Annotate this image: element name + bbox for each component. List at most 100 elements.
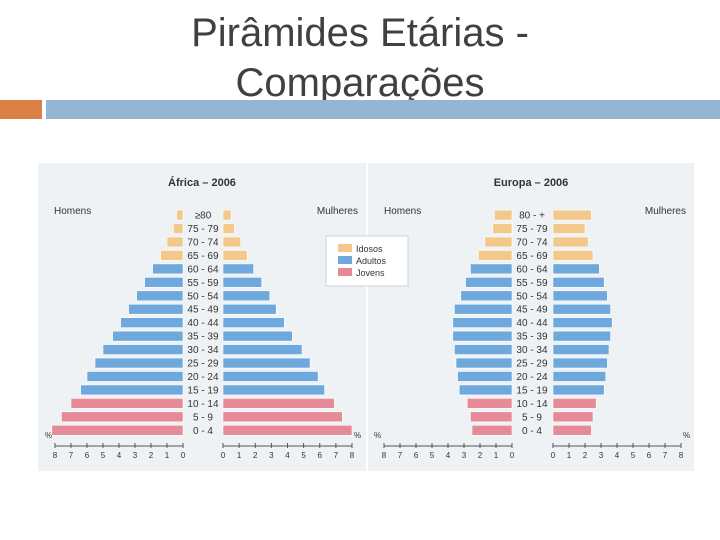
age-label: 45 - 49 <box>187 305 219 316</box>
bar-men <box>112 330 184 342</box>
age-label: 20 - 24 <box>516 372 548 383</box>
age-label: 20 - 24 <box>187 372 219 383</box>
tick-label-right: 7 <box>334 451 339 460</box>
tick-label-left: 2 <box>478 451 483 460</box>
tick-label-left: 7 <box>398 451 403 460</box>
tick-label-right: 4 <box>285 451 290 460</box>
bar-women <box>222 411 343 423</box>
age-label: 40 - 44 <box>187 318 219 329</box>
age-label: 10 - 14 <box>187 399 219 410</box>
tick-label-left: 7 <box>69 451 74 460</box>
bar-women <box>222 303 277 315</box>
right-sex-label: Mulheres <box>317 206 358 217</box>
legend-swatch <box>338 268 352 276</box>
legend-label: Adultos <box>356 256 387 266</box>
bar-men <box>454 344 513 355</box>
tick-label-right: 2 <box>583 451 588 460</box>
title-line-2: Comparações <box>235 61 485 105</box>
tick-label-left: 0 <box>181 451 186 460</box>
age-label: 15 - 19 <box>516 385 548 396</box>
bar-men <box>176 209 184 221</box>
bar-women <box>222 250 248 261</box>
bar-women <box>222 290 271 302</box>
age-label: 25 - 29 <box>187 359 219 370</box>
bar-women <box>222 384 325 396</box>
tick-label-left: 8 <box>53 451 58 460</box>
bar-men <box>86 371 184 382</box>
bar-men <box>460 290 513 302</box>
tick-label-left: 8 <box>382 451 387 460</box>
bar-men <box>452 317 513 328</box>
bar-women <box>552 303 611 315</box>
bar-men <box>152 263 184 275</box>
bar-women <box>222 357 311 369</box>
bar-men <box>494 209 513 221</box>
tick-label-right: 7 <box>663 451 668 460</box>
bar-women <box>552 411 594 423</box>
age-label: 40 - 44 <box>516 318 548 329</box>
bar-women <box>222 277 263 288</box>
bar-women <box>222 371 319 382</box>
bar-men <box>471 424 513 436</box>
unit-label-right: % <box>683 431 690 440</box>
tick-label-left: 3 <box>133 451 138 460</box>
legend-swatch <box>338 256 352 264</box>
bar-women <box>552 357 608 369</box>
bar-men <box>484 236 513 248</box>
bar-women <box>222 223 235 234</box>
title-line-1: Pirâmides Etárias - <box>191 11 529 55</box>
age-label: 25 - 29 <box>516 359 548 370</box>
age-label: 50 - 54 <box>187 291 219 302</box>
chart-title: Europa – 2006 <box>494 177 569 189</box>
bar-men <box>478 250 513 261</box>
bar-men <box>51 424 184 436</box>
bar-women <box>552 398 597 409</box>
legend-label: Idosos <box>356 244 383 254</box>
bar-women <box>552 250 594 261</box>
bar-men <box>458 384 513 396</box>
tick-label-left: 5 <box>101 451 106 460</box>
chart-panel <box>368 163 694 471</box>
age-label: 75 - 79 <box>187 224 219 235</box>
tick-label-left: 5 <box>430 451 435 460</box>
tick-label-right: 8 <box>679 451 684 460</box>
bar-men <box>492 223 513 234</box>
tick-label-right: 1 <box>237 451 242 460</box>
bar-men <box>454 303 513 315</box>
age-label: 75 - 79 <box>516 224 548 235</box>
tick-label-left: 0 <box>510 451 515 460</box>
tick-label-left: 4 <box>117 451 122 460</box>
unit-label-left: % <box>374 431 381 440</box>
bar-women <box>222 263 254 275</box>
tick-label-left: 2 <box>149 451 154 460</box>
age-label: 5 - 9 <box>193 412 213 423</box>
age-label: 65 - 69 <box>516 251 548 262</box>
bar-men <box>173 223 184 234</box>
tick-label-right: 1 <box>567 451 572 460</box>
tick-label-right: 3 <box>599 451 604 460</box>
legend-label: Jovens <box>356 268 385 278</box>
tick-label-left: 4 <box>446 451 451 460</box>
bar-women <box>222 236 242 248</box>
age-label: 70 - 74 <box>516 237 548 248</box>
bar-women <box>552 209 592 221</box>
age-label: 35 - 39 <box>516 332 548 343</box>
age-label: 15 - 19 <box>187 385 219 396</box>
bar-women <box>552 277 605 288</box>
chart-title: África – 2006 <box>168 176 236 189</box>
bar-men <box>166 236 184 248</box>
accent-bar-orange <box>0 100 42 119</box>
right-sex-label: Mulheres <box>645 206 686 217</box>
bar-men <box>94 357 184 369</box>
bar-men <box>465 277 513 288</box>
bar-men <box>452 330 513 342</box>
age-label: 60 - 64 <box>516 264 548 275</box>
unit-label-right: % <box>354 431 361 440</box>
age-label: 80 - + <box>519 211 545 222</box>
tick-label-right: 6 <box>318 451 323 460</box>
bar-women <box>222 330 293 342</box>
bar-women <box>222 317 285 328</box>
age-label: 5 - 9 <box>522 412 542 423</box>
tick-label-right: 0 <box>221 451 226 460</box>
